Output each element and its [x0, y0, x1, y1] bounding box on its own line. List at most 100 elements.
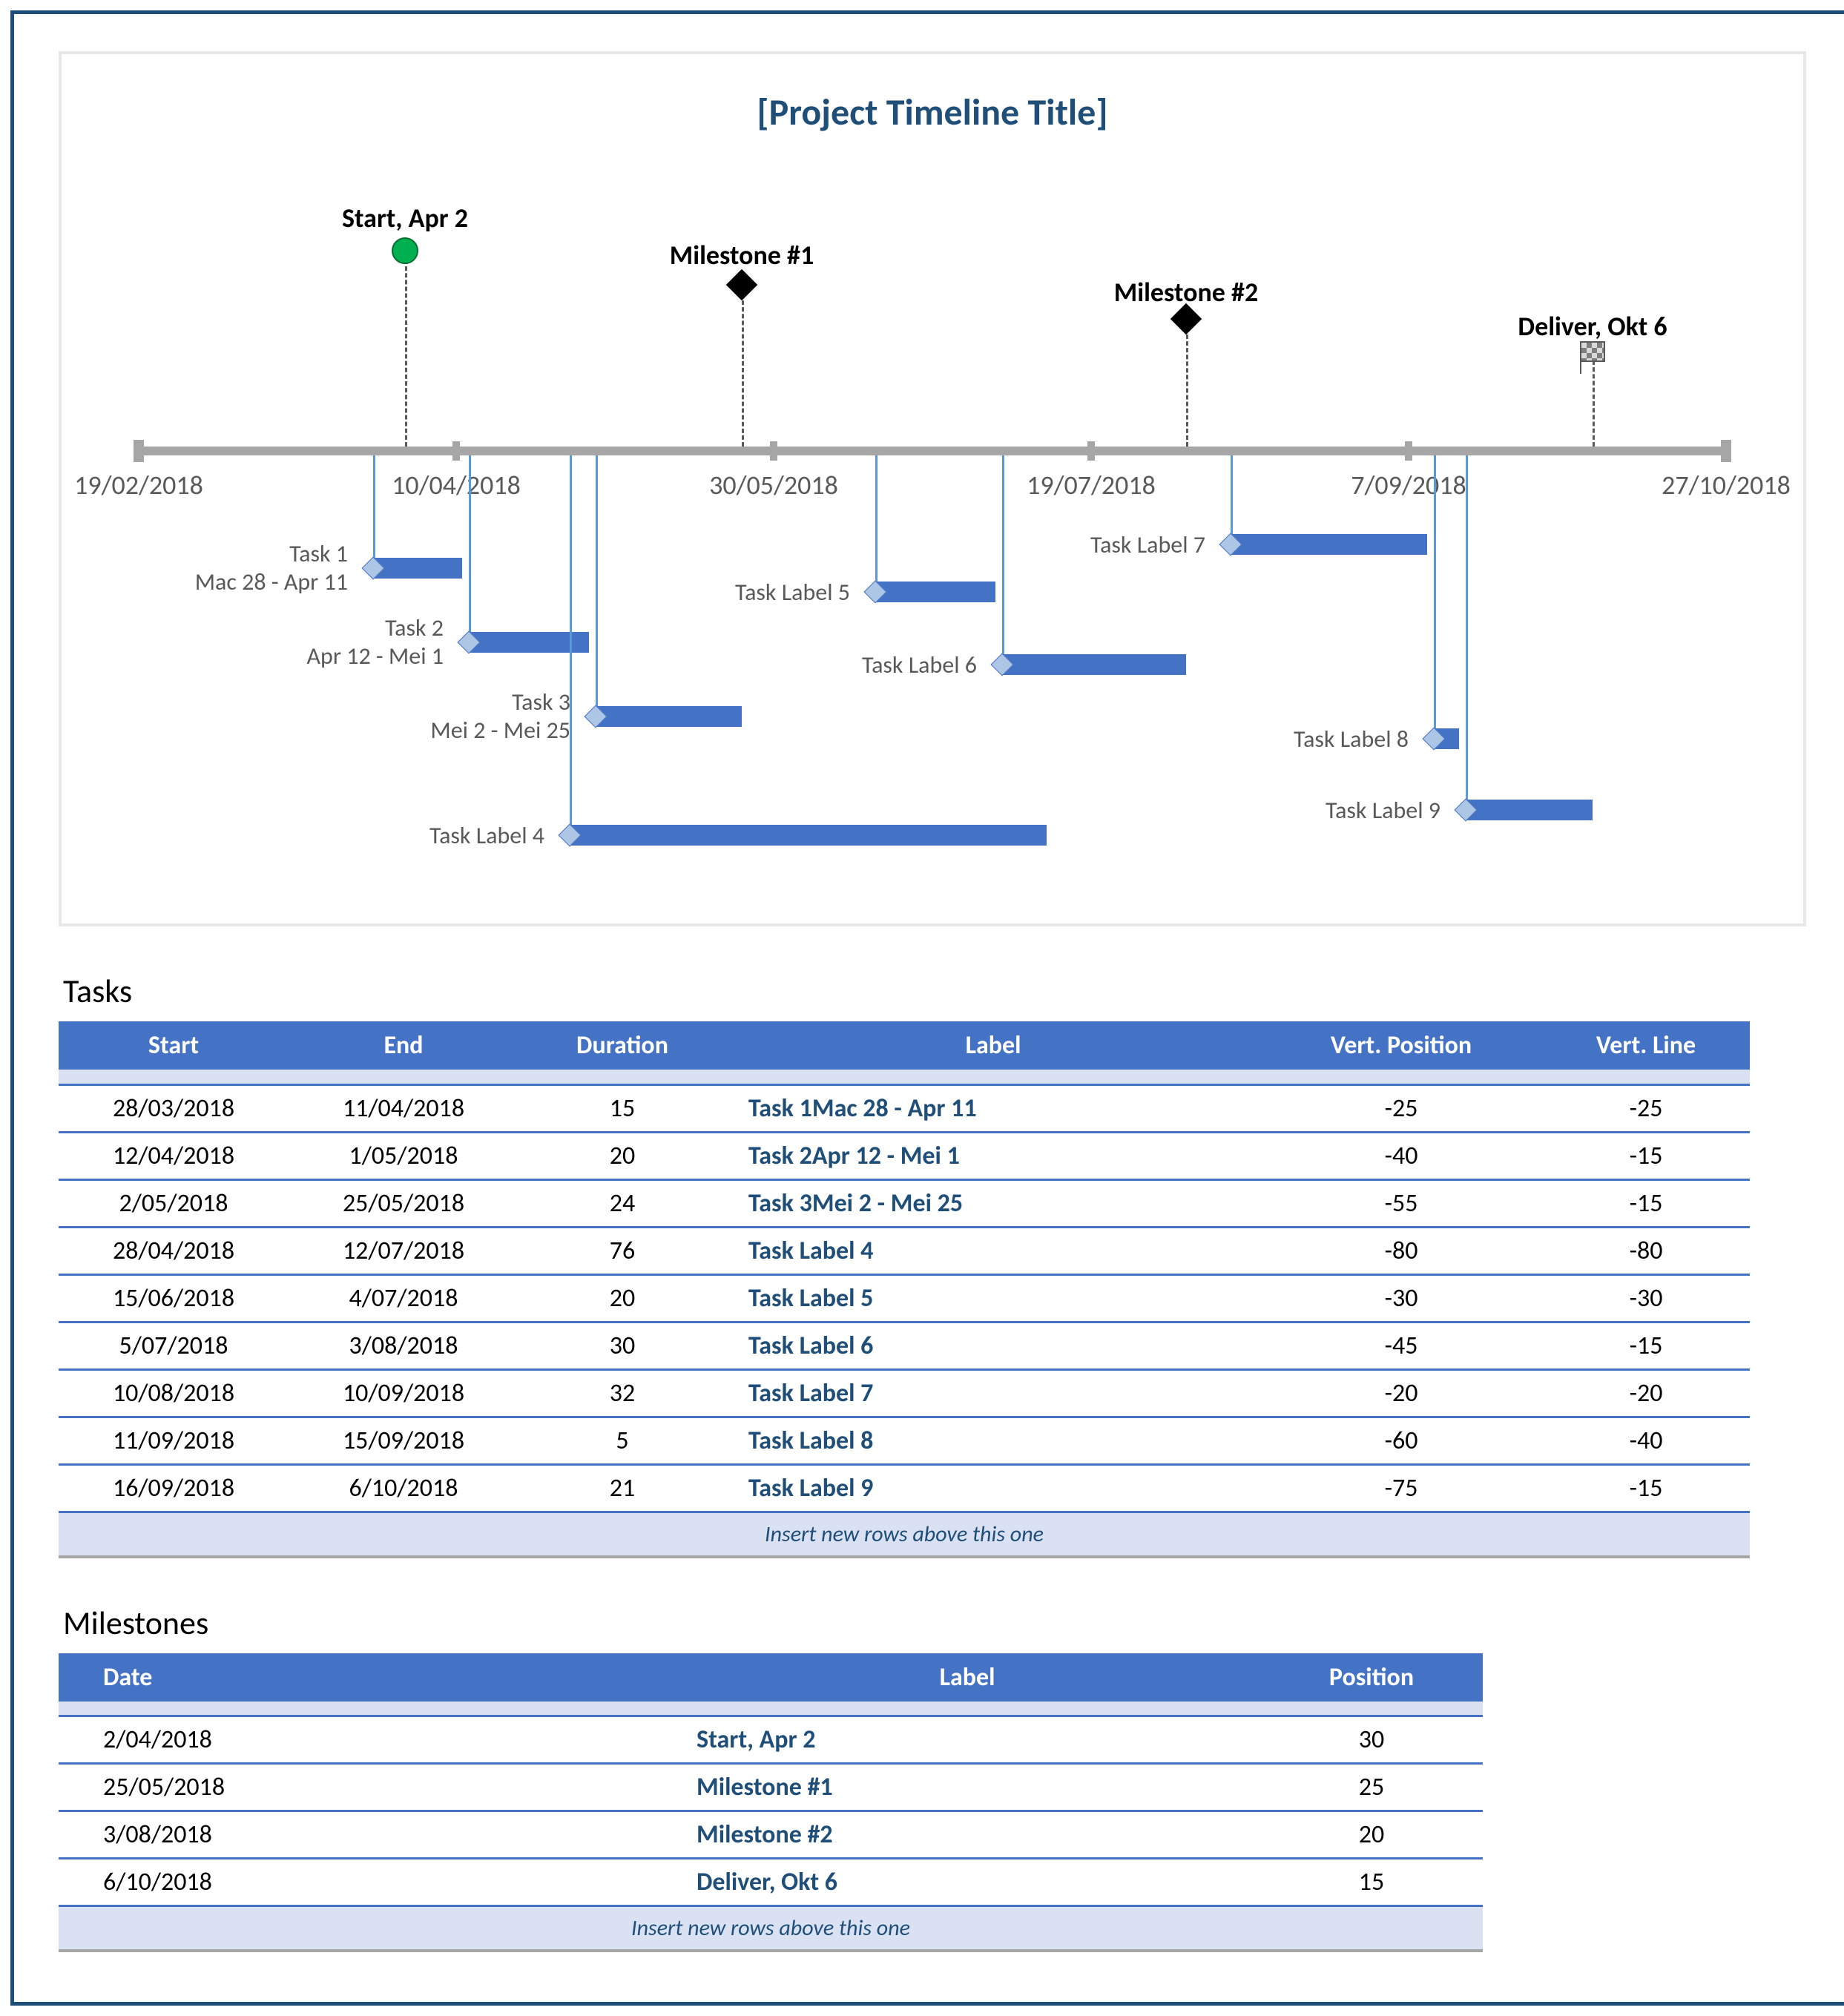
milestone-label: Start, Apr 2	[342, 202, 468, 234]
task-connector	[1466, 455, 1468, 810]
cell-label: Task Label 6	[726, 1322, 1260, 1369]
axis-date-label: 27/10/2018	[1662, 469, 1791, 501]
axis-date-label: 19/07/2018	[1027, 469, 1156, 501]
cell-label: Milestone #2	[674, 1811, 1260, 1859]
cell-vline: -15	[1542, 1132, 1750, 1179]
cell-label: Deliver, Okt 6	[674, 1859, 1260, 1906]
cell-vpos: -20	[1260, 1369, 1542, 1417]
cell-start: 5/07/2018	[59, 1322, 289, 1369]
cell-label: Milestone #1	[674, 1764, 1260, 1811]
cell-start: 28/03/2018	[59, 1084, 289, 1132]
task-label: Task 1Mac 28 - Apr 11	[195, 540, 348, 596]
cell-label: Start, Apr 2	[674, 1716, 1260, 1764]
cell-position: 15	[1260, 1859, 1483, 1906]
task-bar	[570, 825, 1047, 846]
cell-end: 10/09/2018	[289, 1369, 518, 1417]
cell-vpos: -40	[1260, 1132, 1542, 1179]
task-label: Task Label 8	[1294, 725, 1409, 754]
cell-start: 15/06/2018	[59, 1274, 289, 1322]
axis-endcap	[134, 440, 144, 462]
table-header-row: StartEndDurationLabelVert. PositionVert.…	[59, 1021, 1750, 1070]
cell-vline: -20	[1542, 1369, 1750, 1417]
axis-endcap	[1721, 440, 1731, 462]
cell-start: 16/09/2018	[59, 1464, 289, 1512]
milestone-leader-line	[1186, 328, 1188, 447]
task-connector	[1434, 455, 1436, 739]
cell-date: 3/08/2018	[59, 1811, 674, 1859]
axis-date-label: 19/02/2018	[74, 469, 203, 501]
cell-vline: -25	[1542, 1084, 1750, 1132]
task-connector	[469, 455, 471, 642]
task-label: Task 3Mei 2 - Mei 25	[430, 688, 570, 745]
table-row: 5/07/20183/08/201830Task Label 6-45-15	[59, 1322, 1750, 1369]
cell-duration: 5	[518, 1417, 726, 1464]
axis-tick	[1405, 441, 1412, 461]
table-row: 11/09/201815/09/20185Task Label 8-60-40	[59, 1417, 1750, 1464]
milestones-table: DateLabelPosition2/04/2018Start, Apr 230…	[59, 1653, 1483, 1953]
table-header-row: DateLabelPosition	[59, 1653, 1483, 1702]
cell-vpos: -60	[1260, 1417, 1542, 1464]
task-bar	[1466, 800, 1593, 820]
task-connector	[1231, 455, 1233, 544]
table-header-cell: Vert. Line	[1542, 1021, 1750, 1070]
cell-duration: 32	[518, 1369, 726, 1417]
cell-label: Task 1Mac 28 - Apr 11	[726, 1084, 1260, 1132]
task-label: Task Label 5	[735, 579, 850, 607]
chart-title: [Project Timeline Title]	[106, 90, 1759, 135]
table-header-cell: Label	[726, 1021, 1260, 1070]
task-connector	[596, 455, 598, 717]
cell-label: Task Label 8	[726, 1417, 1260, 1464]
milestone-marker-diamond	[1175, 308, 1197, 330]
table-row: 15/06/20184/07/201820Task Label 5-30-30	[59, 1274, 1750, 1322]
milestone-marker-diamond	[731, 274, 753, 296]
task-label: Task Label 6	[862, 651, 977, 679]
cell-label: Task Label 9	[726, 1464, 1260, 1512]
cell-end: 4/07/2018	[289, 1274, 518, 1322]
cell-end: 12/07/2018	[289, 1227, 518, 1274]
milestone-marker-green-dot	[392, 237, 418, 264]
cell-vpos: -75	[1260, 1464, 1542, 1512]
cell-end: 15/09/2018	[289, 1417, 518, 1464]
table-spacer-row	[59, 1702, 1483, 1716]
cell-vline: -40	[1542, 1417, 1750, 1464]
milestone-label: Milestone #1	[670, 239, 814, 271]
axis-tick	[452, 441, 460, 461]
cell-end: 1/05/2018	[289, 1132, 518, 1179]
tasks-table: StartEndDurationLabelVert. PositionVert.…	[59, 1021, 1750, 1558]
task-bar	[1002, 654, 1186, 675]
table-header-cell: Position	[1260, 1653, 1483, 1702]
cell-date: 2/04/2018	[59, 1716, 674, 1764]
cell-date: 6/10/2018	[59, 1859, 674, 1906]
cell-vline: -15	[1542, 1464, 1750, 1512]
cell-vpos: -80	[1260, 1227, 1542, 1274]
task-label: Task Label 7	[1090, 531, 1205, 559]
milestone-leader-line	[742, 294, 744, 447]
cell-end: 11/04/2018	[289, 1084, 518, 1132]
table-header-cell: Vert. Position	[1260, 1021, 1542, 1070]
table-row: 12/04/20181/05/201820Task 2Apr 12 - Mei …	[59, 1132, 1750, 1179]
axis-date-label: 7/09/2018	[1351, 469, 1466, 501]
table-spacer-row	[59, 1070, 1750, 1084]
cell-duration: 20	[518, 1274, 726, 1322]
cell-vline: -15	[1542, 1179, 1750, 1227]
table-row: 16/09/20186/10/201821Task Label 9-75-15	[59, 1464, 1750, 1512]
table-footer-row: Insert new rows above this one	[59, 1906, 1483, 1951]
table-header-cell: Label	[674, 1653, 1260, 1702]
tasks-section-title: Tasks	[63, 971, 1806, 1011]
task-label: Task 2Apr 12 - Mei 1	[307, 614, 444, 671]
milestone-marker-flag	[1580, 341, 1605, 362]
cell-start: 10/08/2018	[59, 1369, 289, 1417]
table-footer-row: Insert new rows above this one	[59, 1512, 1750, 1557]
task-bar	[875, 582, 995, 602]
cell-label: Task Label 7	[726, 1369, 1260, 1417]
task-connector	[570, 455, 572, 835]
task-connector	[373, 455, 375, 568]
cell-vpos: -30	[1260, 1274, 1542, 1322]
table-row: 2/05/201825/05/201824Task 3Mei 2 - Mei 2…	[59, 1179, 1750, 1227]
cell-label: Task Label 5	[726, 1274, 1260, 1322]
chart-area: 19/02/201810/04/201830/05/201819/07/2018…	[139, 157, 1726, 899]
cell-label: Task Label 4	[726, 1227, 1260, 1274]
cell-start: 12/04/2018	[59, 1132, 289, 1179]
task-bar	[1231, 534, 1427, 555]
task-connector	[875, 455, 877, 592]
